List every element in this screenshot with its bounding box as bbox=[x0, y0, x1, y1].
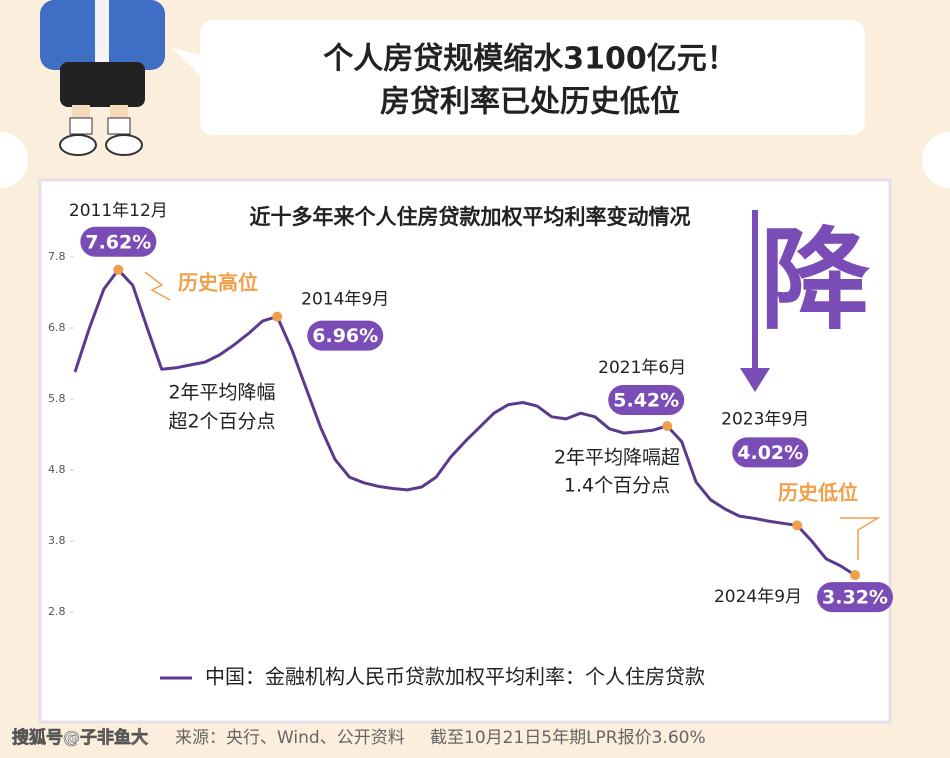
value-pill bbox=[608, 384, 685, 415]
annotation: 历史高位 bbox=[178, 271, 258, 295]
arrow bbox=[740, 210, 770, 392]
annotation-mark bbox=[144, 271, 171, 301]
value-label: 4.02% bbox=[737, 442, 803, 464]
y-tick-label: 2.8 bbox=[48, 605, 66, 618]
highlight-dot bbox=[113, 264, 124, 275]
chart-title: 近十多年来个人住房贷款加权平均利率变动情况 bbox=[250, 205, 691, 229]
highlight-date: 2023年9月 bbox=[721, 409, 809, 429]
watermark: 搜狐号@子非鱼大 bbox=[12, 727, 148, 748]
annotation: 2年平均降幅 bbox=[168, 382, 275, 404]
cartoon bbox=[40, 0, 165, 156]
value-pill bbox=[817, 582, 893, 613]
annotation: 1.4个百分点 bbox=[564, 475, 670, 497]
deco bbox=[922, 132, 950, 188]
annotation: 历史低位 bbox=[778, 481, 858, 505]
highlight-date: 2021年6月 bbox=[598, 358, 686, 378]
value-pill bbox=[732, 437, 809, 468]
highlight-dot bbox=[850, 570, 860, 581]
y-tick-label: 5.8 bbox=[48, 392, 66, 405]
value-label: 6.96% bbox=[312, 325, 378, 347]
note: 截至10月21日5年期LPR报价3.60% bbox=[430, 728, 706, 748]
annotation: 2年平均降嗝超 bbox=[554, 447, 680, 469]
value-label: 7.62% bbox=[85, 231, 151, 253]
value-pill bbox=[307, 320, 384, 351]
value-pill bbox=[80, 226, 157, 257]
highlight-date: 2024年9月 bbox=[714, 587, 802, 607]
legend-label: 中国：金融机构人民币贷款加权平均利率：个人住房贷款 bbox=[205, 665, 705, 689]
y-tick-label: 3.8 bbox=[48, 534, 66, 547]
value-label: 3.32% bbox=[822, 587, 888, 609]
highlight-date: 2014年9月 bbox=[301, 290, 389, 310]
highlight-dot bbox=[662, 420, 673, 431]
highlight-dot bbox=[792, 520, 803, 531]
headline: 个人房贷规模缩水3100亿元！ bbox=[323, 42, 737, 77]
annotation: 超2个百分点 bbox=[168, 411, 275, 433]
source: 来源：央行、Wind、公开资料 bbox=[175, 728, 405, 748]
y-tick-label: 4.8 bbox=[48, 463, 66, 476]
big-char: 降 bbox=[760, 216, 870, 344]
y-tick-label: 7.8 bbox=[48, 250, 66, 263]
y-tick-label: 6.8 bbox=[48, 321, 66, 334]
line bbox=[73, 268, 856, 577]
highlight-date: 2011年12月 bbox=[69, 201, 168, 221]
headline: 房贷利率已处历史低位 bbox=[380, 85, 680, 120]
speech-bubble bbox=[172, 20, 865, 135]
highlight-dot bbox=[272, 311, 283, 322]
value-label: 5.42% bbox=[613, 389, 679, 411]
annotation-mark bbox=[840, 517, 881, 560]
deco bbox=[0, 132, 28, 188]
